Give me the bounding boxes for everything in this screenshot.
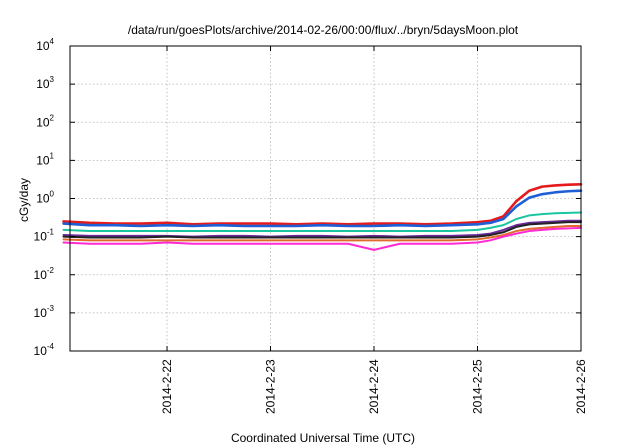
y-tick-label-exponent: -3	[47, 304, 55, 313]
y-tick-label: 101	[36, 151, 54, 167]
y-tick-label-base: 10	[34, 344, 48, 358]
y-tick-label-exponent: -4	[47, 342, 55, 351]
y-tick-label-exponent: 2	[50, 113, 55, 122]
y-tick-label-exponent: 3	[50, 75, 55, 84]
chart-tick-labels: 10-410-310-210-11001011021031042014-2-22…	[34, 37, 588, 414]
series-line	[62, 221, 582, 239]
y-tick-label: 10-1	[34, 228, 55, 244]
chart-series-group	[62, 183, 583, 251]
x-tick-label: 2014-2-22	[160, 359, 174, 414]
y-tick-label-base: 10	[36, 192, 50, 206]
series-line	[62, 225, 582, 242]
series-line	[62, 226, 582, 251]
y-tick-label: 10-4	[34, 342, 55, 358]
y-tick-label-base: 10	[36, 115, 50, 129]
x-tick-label: 2014-2-24	[367, 359, 381, 414]
y-tick-label: 103	[36, 75, 54, 91]
y-tick-label-base: 10	[36, 39, 50, 53]
y-tick-label-exponent: 0	[50, 190, 55, 199]
y-tick-label-exponent: -1	[47, 228, 55, 237]
chart-grid	[70, 45, 582, 352]
series-line	[62, 189, 583, 228]
chart-title: /data/run/goesPlots/archive/2014-02-26/0…	[128, 23, 519, 37]
y-tick-label: 100	[36, 190, 54, 206]
y-axis-label: cGy/day	[17, 178, 31, 222]
y-tick-label-base: 10	[34, 230, 48, 244]
series-line	[62, 211, 582, 233]
y-tick-label-exponent: 1	[50, 151, 55, 160]
x-tick-label: 2014-2-25	[471, 359, 485, 414]
y-tick-label-base: 10	[36, 153, 50, 167]
x-axis-label: Coordinated Universal Time (UTC)	[231, 431, 415, 445]
x-tick-label: 2014-2-23	[264, 359, 278, 414]
x-tick-label: 2014-2-26	[574, 359, 588, 414]
y-tick-label: 102	[36, 113, 54, 129]
y-tick-label-exponent: 4	[50, 37, 55, 46]
y-tick-label-base: 10	[34, 268, 48, 282]
series-line	[62, 183, 583, 226]
chart-axes	[69, 45, 582, 352]
y-tick-label-base: 10	[36, 77, 50, 91]
y-tick-label: 10-2	[34, 266, 55, 282]
y-tick-label-base: 10	[34, 306, 48, 320]
y-tick-label-exponent: -2	[47, 266, 55, 275]
y-tick-label: 10-3	[34, 304, 55, 320]
y-tick-label: 104	[36, 37, 54, 53]
